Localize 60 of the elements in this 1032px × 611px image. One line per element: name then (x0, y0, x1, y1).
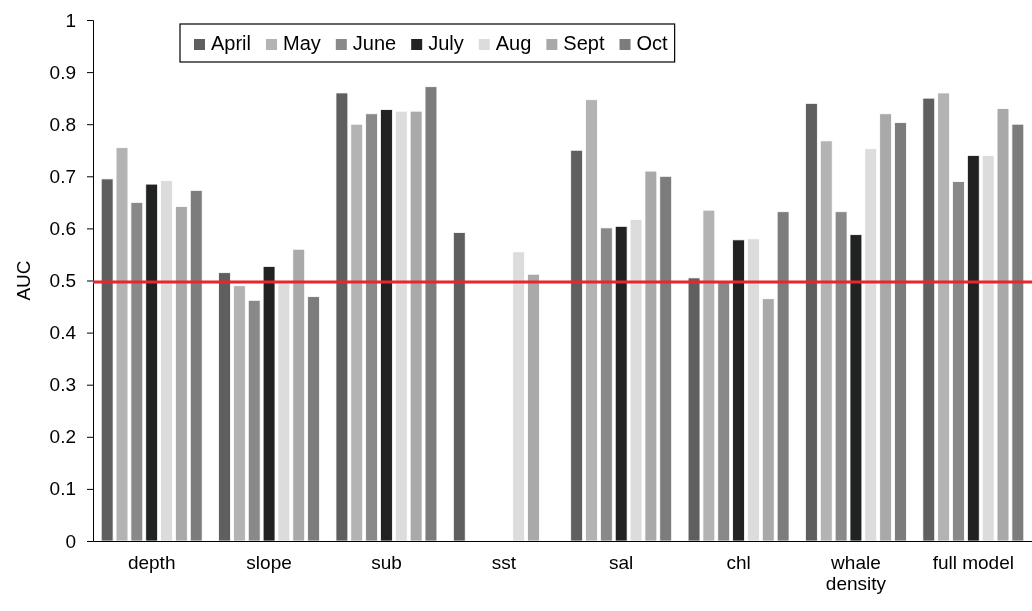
y-axis-title: AUC (13, 260, 34, 301)
bar (937, 92, 950, 542)
y-tick-label: 0.9 (49, 61, 76, 83)
bar (570, 149, 583, 542)
y-tick-label: 0 (65, 530, 76, 552)
bar (732, 239, 745, 542)
bar (380, 109, 393, 542)
bar (600, 227, 613, 542)
y-tick-label: 0.1 (49, 478, 76, 500)
bar (805, 102, 818, 542)
bar (894, 122, 907, 542)
y-tick-label: 0.4 (49, 322, 77, 344)
bar (335, 92, 349, 542)
x-tick-label: slope (246, 551, 292, 573)
bar (747, 238, 760, 542)
legend-label: Oct (636, 32, 669, 54)
bar (394, 110, 408, 542)
bar (776, 211, 790, 542)
bar (819, 140, 833, 542)
legend-label: April (211, 32, 252, 54)
bar (761, 298, 775, 542)
y-tick-label: 0.7 (49, 165, 76, 187)
y-tick-label: 0.6 (49, 217, 76, 239)
bar (160, 180, 173, 542)
bar (189, 189, 203, 542)
bar (922, 97, 936, 542)
x-tick-label: sub (371, 551, 402, 573)
bar (966, 155, 980, 542)
x-tick-label: full model (932, 551, 1014, 573)
bar (292, 248, 306, 542)
bar (350, 123, 364, 542)
bar (307, 296, 320, 542)
bar (452, 232, 466, 542)
legend-label: July (428, 32, 464, 54)
bar (879, 113, 892, 542)
x-tick-label: chl (726, 551, 751, 573)
bar (585, 99, 598, 542)
legend-label: June (352, 32, 397, 54)
bar (659, 175, 673, 542)
y-tick-label: 0.2 (49, 426, 76, 448)
bar (512, 251, 525, 542)
x-tick-label: depth (127, 551, 176, 573)
x-tick-label: sal (609, 551, 634, 573)
y-tick-label: 0.8 (49, 113, 76, 135)
bar (175, 206, 188, 542)
bar (145, 183, 159, 542)
legend-label: Aug (495, 32, 532, 54)
y-tick-label: 0.5 (49, 270, 76, 292)
bar (527, 273, 540, 542)
y-tick-label: 1 (65, 9, 76, 31)
bar (218, 272, 231, 542)
bar (717, 281, 731, 542)
x-tick-label: sst (491, 551, 517, 573)
bar (365, 113, 378, 542)
x-tick-label: whale density (825, 551, 887, 594)
bar (233, 285, 246, 542)
bar (952, 181, 965, 542)
legend-label: Sept (563, 32, 605, 54)
y-tick-label: 0.3 (49, 374, 76, 396)
legend-label: May (283, 32, 321, 54)
